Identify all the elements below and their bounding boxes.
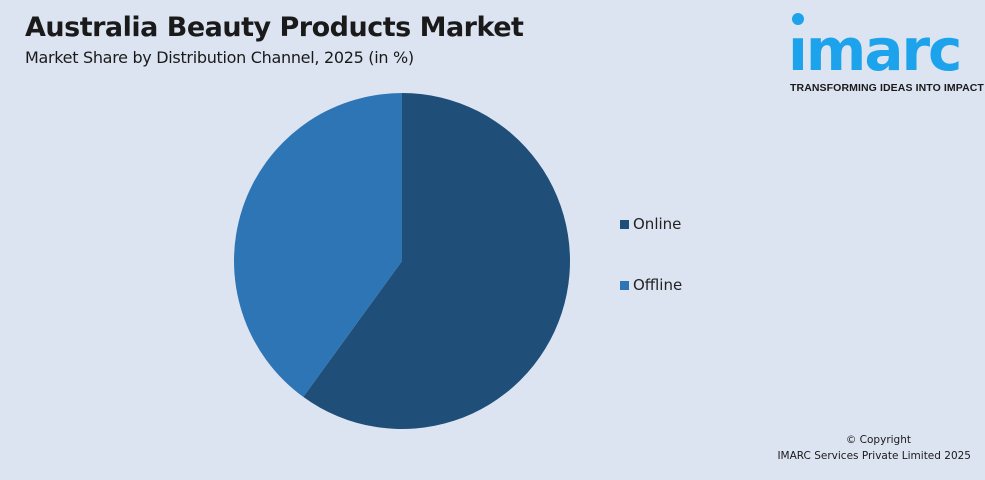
legend-item-offline: Offline — [620, 276, 682, 294]
legend-swatch-offline — [620, 280, 629, 290]
copyright-company: IMARC Services Private Limited 2025 — [777, 450, 971, 462]
copyright-notice: © Copyright IMARC Services Private Limit… — [777, 432, 971, 464]
legend-label-online: Online — [633, 215, 682, 233]
logo-dot — [792, 13, 804, 25]
chart-title: Australia Beauty Products Market — [25, 12, 524, 43]
legend-label-offline: Offline — [633, 276, 683, 294]
chart-subtitle: Market Share by Distribution Channel, 20… — [25, 48, 414, 67]
legend-swatch-online — [620, 219, 629, 229]
logo-tagline: TRANSFORMING IDEAS INTO IMPACT — [790, 82, 984, 94]
logo-wordmark: ımarc — [788, 16, 962, 84]
pie-slice-online — [303, 93, 570, 429]
imarc-logo: ımarc TRANSFORMING IDEAS INTO IMPACT — [788, 10, 984, 95]
pie-slice-offline — [234, 93, 402, 397]
legend-item-online: Online — [620, 215, 681, 233]
copyright-label: © Copyright — [845, 434, 911, 446]
